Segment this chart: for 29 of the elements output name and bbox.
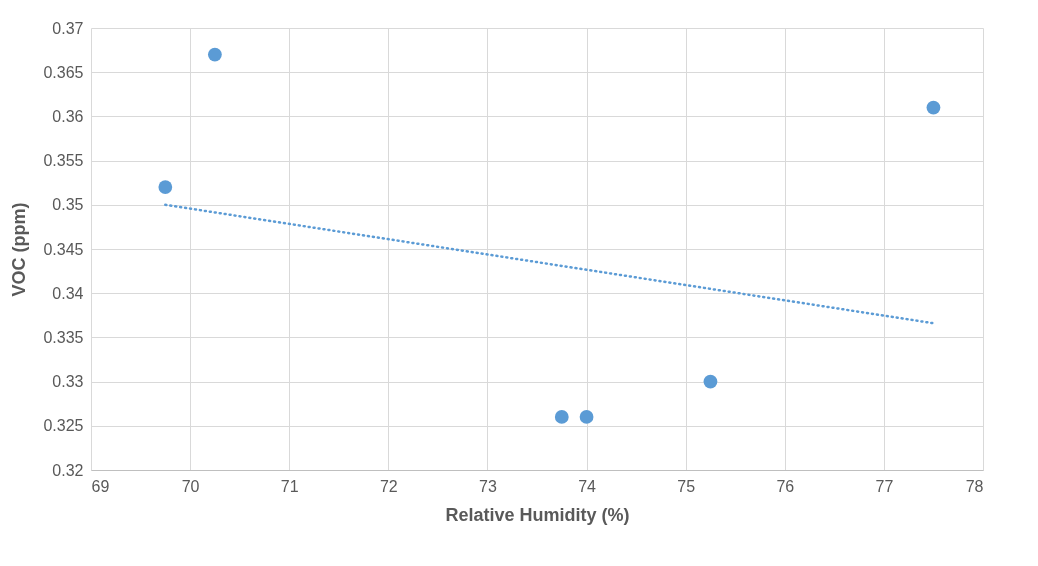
y-tick-label: 0.365 (43, 63, 84, 81)
y-tick-label: 0.34 (52, 284, 84, 302)
x-tick-label: 78 (965, 477, 984, 495)
y-tick-label: 0.36 (52, 107, 84, 125)
x-tick-label: 77 (875, 477, 894, 495)
y-axis-title: VOC (ppm) (9, 202, 30, 297)
x-tick-label: 75 (677, 477, 696, 495)
point (554, 410, 569, 424)
point (926, 100, 941, 115)
y-tick-label: 0.325 (43, 417, 84, 435)
x-axis-title: Relative Humidity (%) (445, 504, 630, 525)
y-tick-label: 0.345 (43, 240, 84, 258)
y-tick-label: 0.33 (52, 373, 84, 391)
y-tick-label: 0.35 (52, 196, 84, 214)
point (208, 47, 222, 62)
x-tick-label: 70 (181, 477, 200, 495)
x-tick-label: 73 (479, 477, 497, 495)
y-tick-label: 0.37 (52, 19, 84, 37)
point (703, 374, 718, 389)
y-tick-label: 0.335 (43, 328, 84, 346)
x-tick-label: 74 (578, 477, 597, 495)
y-tick-label: 0.355 (43, 152, 84, 170)
point (579, 410, 594, 424)
x-tick-label: 71 (280, 477, 299, 495)
point (158, 180, 173, 194)
x-tick-label: 72 (379, 477, 398, 495)
y-tick-label: 0.32 (52, 461, 84, 479)
x-tick-label: 76 (776, 477, 795, 495)
x-tick-label: 69 (91, 477, 110, 495)
